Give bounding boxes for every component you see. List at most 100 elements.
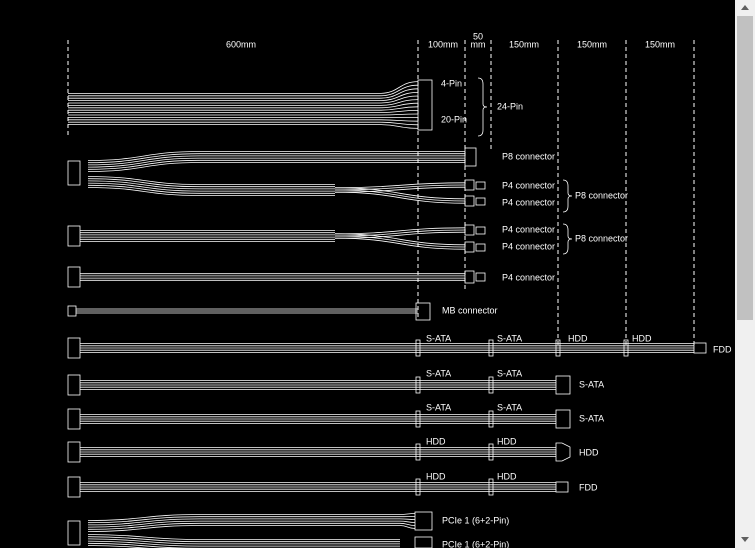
plug bbox=[488, 376, 494, 394]
label: PCIe 1 (6+2-Pin) bbox=[442, 515, 509, 525]
wire bbox=[334, 186, 466, 193]
label: S-ATA bbox=[426, 333, 451, 343]
label: S-ATA bbox=[497, 333, 522, 343]
connector bbox=[464, 195, 475, 207]
plug bbox=[415, 478, 421, 496]
wire bbox=[379, 102, 419, 109]
connector bbox=[67, 520, 81, 546]
plug bbox=[555, 339, 561, 357]
wire bbox=[87, 178, 201, 188]
connector bbox=[414, 536, 433, 549]
label: P8 connector bbox=[502, 151, 555, 161]
connector bbox=[464, 270, 475, 284]
plug bbox=[415, 376, 421, 394]
wire bbox=[379, 124, 419, 129]
dimension: 100mm bbox=[428, 39, 458, 49]
connector bbox=[475, 272, 486, 282]
wire bbox=[379, 119, 419, 122]
label: P4 connector bbox=[502, 272, 555, 282]
wire bbox=[87, 522, 201, 530]
connector bbox=[67, 225, 81, 247]
scroll-up[interactable] bbox=[741, 5, 749, 10]
wire bbox=[379, 113, 419, 116]
plug bbox=[488, 478, 494, 496]
label: S-ATA bbox=[497, 402, 522, 412]
label: HDD bbox=[579, 447, 599, 457]
wire bbox=[379, 81, 419, 94]
scroll-down[interactable] bbox=[741, 537, 749, 542]
wire bbox=[399, 525, 416, 529]
label: P4 connector bbox=[502, 197, 555, 207]
brace bbox=[562, 179, 573, 213]
dimension: 150mm bbox=[577, 39, 607, 49]
plug bbox=[415, 443, 421, 461]
connector bbox=[475, 181, 486, 190]
wire bbox=[87, 516, 201, 524]
wire bbox=[87, 162, 201, 172]
label: S-ATA bbox=[579, 413, 604, 423]
plug bbox=[415, 410, 421, 428]
connector bbox=[414, 511, 433, 531]
wire bbox=[334, 187, 466, 200]
label: P8 connector bbox=[575, 233, 628, 243]
wire bbox=[87, 182, 201, 192]
label: P4 connector bbox=[502, 180, 555, 190]
wire bbox=[379, 121, 419, 126]
wire bbox=[87, 534, 201, 540]
connector bbox=[464, 147, 477, 167]
connector bbox=[464, 179, 475, 191]
wire bbox=[87, 187, 201, 196]
wire bbox=[87, 153, 201, 164]
wire bbox=[379, 92, 419, 101]
wire bbox=[87, 542, 201, 549]
wire bbox=[379, 99, 419, 106]
wire bbox=[87, 157, 201, 168]
wire bbox=[87, 540, 201, 547]
label: FDD bbox=[579, 482, 598, 492]
label: PCIe 1 (6+2-Pin) bbox=[442, 539, 509, 549]
dimension: 150mm bbox=[509, 39, 539, 49]
label: HDD bbox=[632, 333, 652, 343]
wire bbox=[379, 95, 419, 104]
wire bbox=[399, 518, 416, 520]
label: HDD bbox=[426, 436, 446, 446]
wire bbox=[334, 189, 466, 202]
dimension: 150mm bbox=[645, 39, 675, 49]
label: P4 connector bbox=[502, 241, 555, 251]
wire bbox=[379, 106, 419, 111]
dimension: 600mm bbox=[226, 39, 256, 49]
connector bbox=[417, 79, 433, 131]
label: 4-Pin bbox=[441, 78, 462, 88]
connector bbox=[464, 224, 475, 236]
wire bbox=[334, 237, 466, 250]
wire bbox=[87, 520, 201, 528]
wire bbox=[334, 184, 466, 191]
plug bbox=[488, 339, 494, 357]
scrollbar-thumb[interactable] bbox=[737, 16, 753, 320]
wire bbox=[399, 522, 416, 526]
wire bbox=[87, 159, 201, 170]
connector bbox=[67, 160, 81, 186]
connector bbox=[555, 442, 571, 462]
label: HDD bbox=[497, 471, 517, 481]
label: 20-Pin bbox=[441, 114, 467, 124]
wire bbox=[334, 235, 466, 248]
wire bbox=[334, 227, 466, 235]
plug bbox=[415, 339, 421, 357]
connector bbox=[693, 342, 707, 354]
wire bbox=[87, 518, 201, 526]
wire bbox=[87, 525, 201, 532]
wire bbox=[87, 538, 201, 545]
brace bbox=[562, 223, 573, 255]
label: S-ATA bbox=[426, 368, 451, 378]
wire bbox=[87, 545, 188, 550]
plug bbox=[488, 443, 494, 461]
label: 24-Pin bbox=[497, 101, 523, 111]
brace bbox=[477, 77, 488, 137]
connector bbox=[475, 243, 486, 252]
label: HDD bbox=[497, 436, 517, 446]
wire bbox=[87, 514, 201, 521]
wire bbox=[334, 182, 466, 189]
